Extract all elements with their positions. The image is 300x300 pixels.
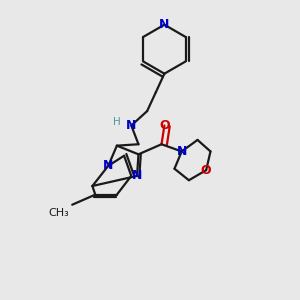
Text: N: N: [126, 119, 136, 132]
Text: CH₃: CH₃: [49, 208, 69, 218]
Text: O: O: [159, 119, 170, 132]
Text: N: N: [159, 18, 170, 31]
Text: N: N: [103, 159, 113, 172]
Text: N: N: [132, 169, 142, 182]
Text: H: H: [113, 117, 121, 127]
Text: N: N: [176, 145, 187, 158]
Text: O: O: [201, 164, 212, 177]
